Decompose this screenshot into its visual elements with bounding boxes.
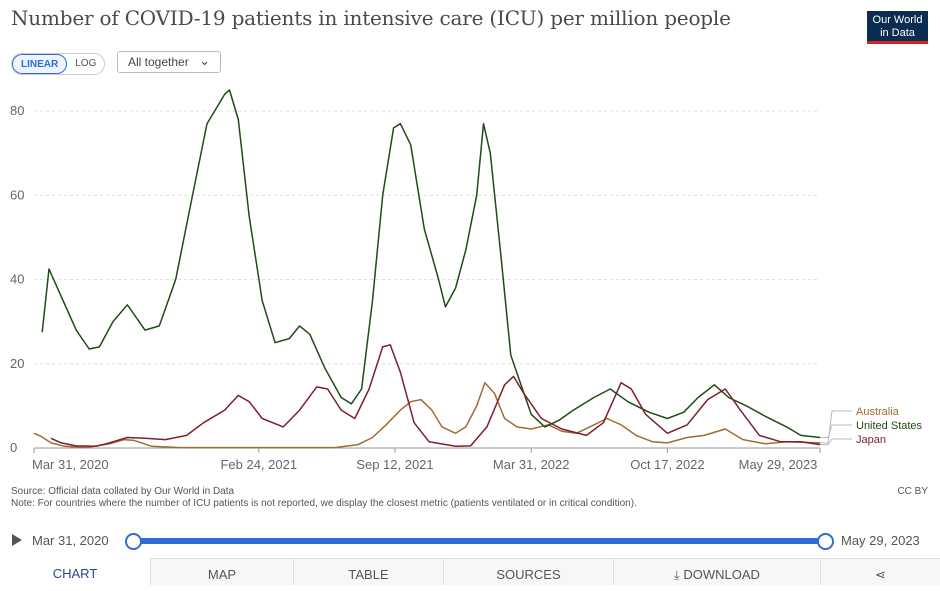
x-tick-label: Sep 12, 2021 — [356, 457, 433, 472]
timeline-start-handle[interactable] — [125, 533, 142, 550]
y-tick-label: 80 — [10, 103, 24, 118]
tab-sources[interactable]: SOURCES — [443, 558, 613, 585]
end-label-leader — [820, 424, 852, 438]
note-text: Note: For countries where the number of … — [11, 498, 637, 509]
series-line-united-states — [41, 89, 821, 439]
scale-toggle: LINEAR LOG — [11, 53, 106, 75]
tab-download[interactable]: ⤓ DOWNLOAD — [613, 558, 820, 585]
tab-table[interactable]: TABLE — [293, 558, 443, 585]
timeline: Mar 31, 2020 May 29, 2023 — [0, 528, 940, 554]
x-tick-label: Oct 17, 2022 — [630, 457, 704, 472]
facet-select-label: All together — [128, 55, 189, 69]
line-chart: 0 20 40 60 80 Mar 31, 2020 Feb 24, 2021 Sep 12,… — [10, 89, 923, 472]
tab-bar: CHART MAP TABLE SOURCES ⤓ DOWNLOAD ⋖ — [0, 558, 940, 585]
x-tick-label: May 29, 2023 — [739, 457, 818, 472]
logo-line1: Our World — [872, 14, 923, 26]
play-icon[interactable] — [12, 534, 22, 546]
tab-chart[interactable]: CHART — [0, 558, 150, 585]
source-text: Source: Official data collated by Our Wo… — [11, 486, 235, 497]
timeline-end-label: May 29, 2023 — [841, 533, 920, 548]
y-tick-label: 60 — [10, 187, 24, 202]
timeline-end-handle[interactable] — [817, 533, 834, 550]
x-tick-label: Mar 31, 2022 — [493, 457, 570, 472]
end-label-leader — [820, 410, 852, 444]
facet-select[interactable]: All together ⌄ — [117, 51, 221, 73]
timeline-start-label: Mar 31, 2020 — [32, 533, 109, 548]
chevron-down-icon: ⌄ — [199, 53, 210, 68]
download-icon: ⤓ — [674, 568, 680, 582]
series-line-japan — [50, 344, 821, 448]
share-button[interactable]: ⋖ — [820, 558, 940, 585]
series-end-label-united-states: United States — [856, 420, 923, 432]
tab-download-label: DOWNLOAD — [683, 567, 760, 582]
end-label-leader — [820, 438, 852, 446]
y-tick-label: 40 — [10, 272, 24, 287]
x-tick-label: Feb 24, 2021 — [220, 457, 297, 472]
chart-title: Number of COVID-19 patients in intensive… — [11, 6, 731, 30]
linear-scale-button[interactable]: LINEAR — [12, 54, 68, 74]
tab-map[interactable]: MAP — [150, 558, 293, 585]
share-icon: ⋖ — [875, 567, 886, 582]
license-text[interactable]: CC BY — [897, 486, 928, 497]
series-end-label-australia: Australia — [856, 406, 900, 418]
logo-line2: in Data — [880, 27, 915, 39]
y-tick-label: 0 — [10, 440, 17, 455]
y-tick-label: 20 — [10, 356, 24, 371]
series-line-australia — [33, 381, 821, 449]
series-end-label-japan: Japan — [856, 434, 886, 446]
timeline-track[interactable] — [133, 538, 825, 544]
owid-logo[interactable]: Our World in Data — [867, 11, 928, 44]
x-tick-label: Mar 31, 2020 — [32, 457, 109, 472]
log-scale-button[interactable]: LOG — [75, 58, 97, 69]
